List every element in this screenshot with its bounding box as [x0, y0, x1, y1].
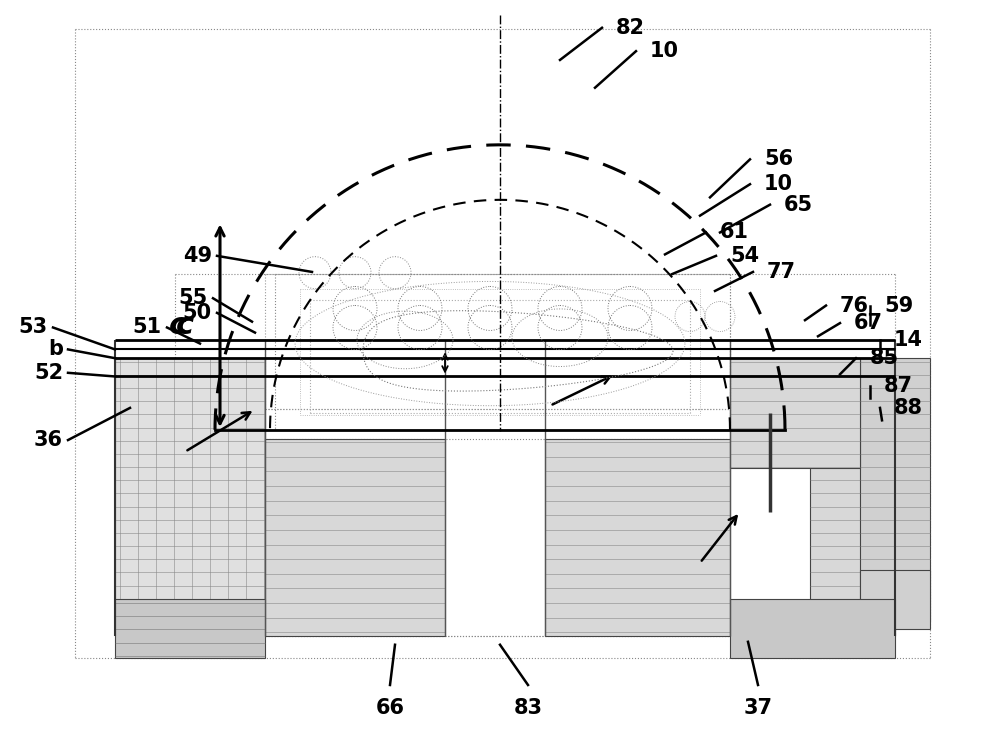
Text: 76: 76 [840, 295, 869, 316]
Text: 49: 49 [183, 246, 212, 266]
Text: 83: 83 [514, 698, 542, 718]
Text: 65: 65 [784, 194, 813, 215]
Text: 14: 14 [894, 330, 923, 350]
Text: 67: 67 [854, 313, 883, 333]
Text: 56: 56 [764, 149, 793, 170]
Text: 10: 10 [650, 41, 679, 61]
Text: 51: 51 [133, 317, 162, 338]
Polygon shape [545, 439, 730, 636]
Text: 55: 55 [179, 288, 208, 308]
Text: c: c [176, 311, 194, 340]
Text: 10: 10 [764, 174, 793, 194]
Polygon shape [115, 358, 265, 636]
Text: 36: 36 [34, 430, 63, 450]
Text: 87: 87 [884, 376, 913, 396]
Polygon shape [265, 439, 445, 636]
Text: 61: 61 [720, 222, 749, 243]
Text: 66: 66 [376, 698, 404, 718]
Polygon shape [730, 358, 860, 468]
Text: 77: 77 [767, 262, 796, 282]
Text: 54: 54 [730, 246, 759, 266]
Polygon shape [860, 570, 930, 629]
Polygon shape [860, 358, 930, 621]
Text: 52: 52 [34, 363, 63, 383]
Text: b: b [48, 339, 63, 360]
Text: 88: 88 [894, 398, 923, 418]
Polygon shape [730, 599, 895, 658]
Text: 82: 82 [616, 18, 645, 38]
Polygon shape [810, 358, 895, 636]
Text: 53: 53 [19, 317, 48, 338]
Text: 37: 37 [744, 698, 772, 718]
Polygon shape [115, 599, 265, 658]
Text: 50: 50 [183, 303, 212, 323]
Text: c: c [169, 311, 187, 340]
Text: 59: 59 [884, 295, 913, 316]
Text: 85: 85 [870, 348, 899, 368]
